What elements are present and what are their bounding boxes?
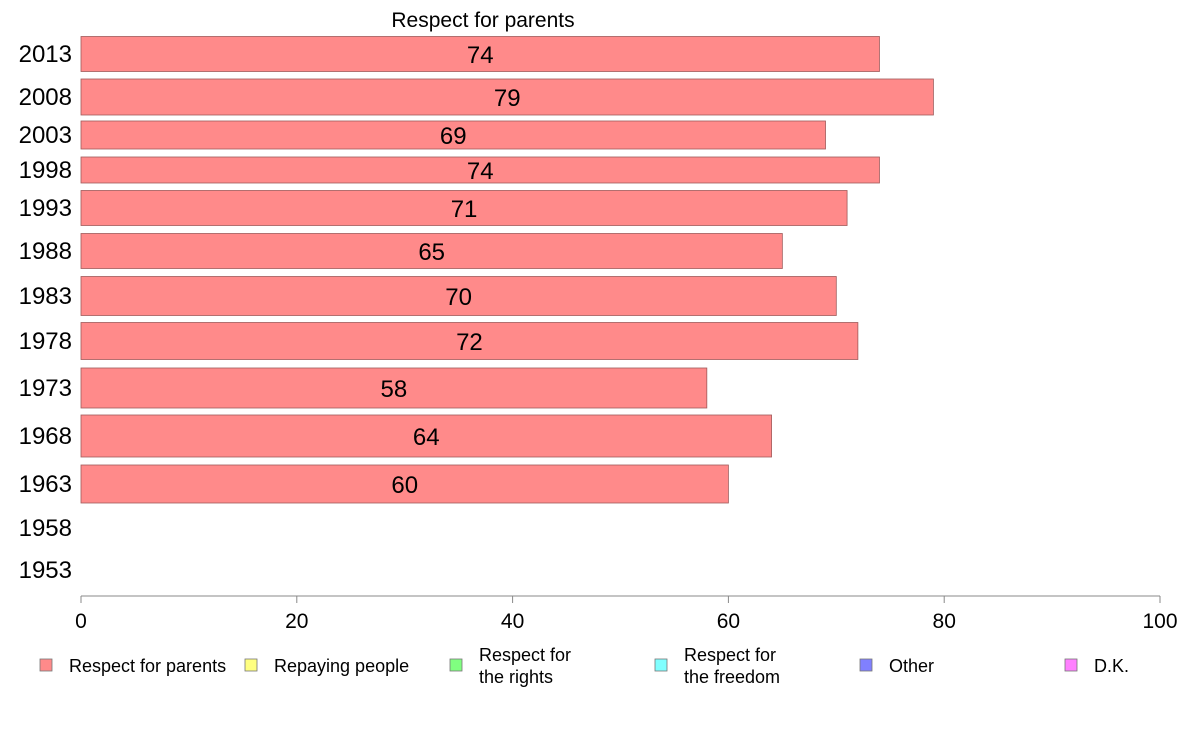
y-tick-label: 1963 [19,471,72,498]
data-label: 70 [445,284,472,311]
bar [80,414,772,458]
data-label: 79 [494,85,521,112]
legend-item: D.K. [1064,656,1129,676]
bar [80,464,729,504]
data-label: 69 [440,123,467,150]
y-tick-label: 1993 [19,195,72,222]
bar [80,276,837,316]
legend-swatch [449,658,463,672]
bar [80,36,880,72]
data-label: 74 [467,158,494,185]
data-label: 71 [451,196,478,223]
legend-item: Repaying people [244,656,409,676]
x-tick-label: 20 [285,610,308,633]
bar [80,78,934,116]
y-tick-label: 1998 [19,157,72,184]
data-label: 74 [467,42,494,69]
x-axis: 0 20 40 60 80 100 [75,595,1178,633]
legend-label: Repaying people [274,656,409,676]
data-label: 58 [381,376,408,403]
bar [80,322,859,360]
x-tick-label: 60 [717,610,740,633]
bar [80,190,848,226]
y-tick-label: 1973 [19,375,72,402]
legend-label: the freedom [684,667,780,687]
legend: Respect for parents Repaying people Respec… [39,645,1129,687]
legend-swatch [654,658,668,672]
y-tick-label: 2003 [19,122,72,149]
chart-title: Respect for parents [391,9,574,32]
legend-swatch [859,658,873,672]
legend-item: Other [859,656,934,676]
legend-label: Respect for [684,645,776,665]
legend-swatch [1064,658,1078,672]
y-axis-ticks: 2013 2008 2003 1998 1993 1988 1983 1978 1973 1968… [19,41,72,584]
legend-label: Respect for [479,645,571,665]
bar [80,156,880,184]
data-label: 64 [413,424,440,451]
data-label: 60 [391,472,418,499]
bar [80,233,783,269]
y-tick-label: 1968 [19,423,72,450]
bar [80,367,708,409]
y-tick-label: 1958 [19,515,72,542]
y-tick-label: 1978 [19,328,72,355]
y-tick-label: 2013 [19,41,72,68]
legend-label: D.K. [1094,656,1129,676]
x-tick-label: 40 [501,610,524,633]
legend-label: Other [889,656,934,676]
legend-label: the rights [479,667,553,687]
legend-swatch [39,658,53,672]
legend-item: Respect for parents [39,656,226,676]
y-tick-label: 1953 [19,557,72,584]
legend-swatch [244,658,258,672]
data-label: 72 [456,329,483,356]
legend-label: Respect for parents [69,656,226,676]
x-tick-label: 100 [1142,610,1177,633]
bar [80,120,826,150]
data-label: 65 [418,239,445,266]
x-tick-label: 80 [933,610,956,633]
x-tick-label: 0 [75,610,87,633]
y-tick-label: 2008 [19,84,72,111]
y-tick-label: 1983 [19,283,72,310]
y-tick-label: 1988 [19,238,72,265]
